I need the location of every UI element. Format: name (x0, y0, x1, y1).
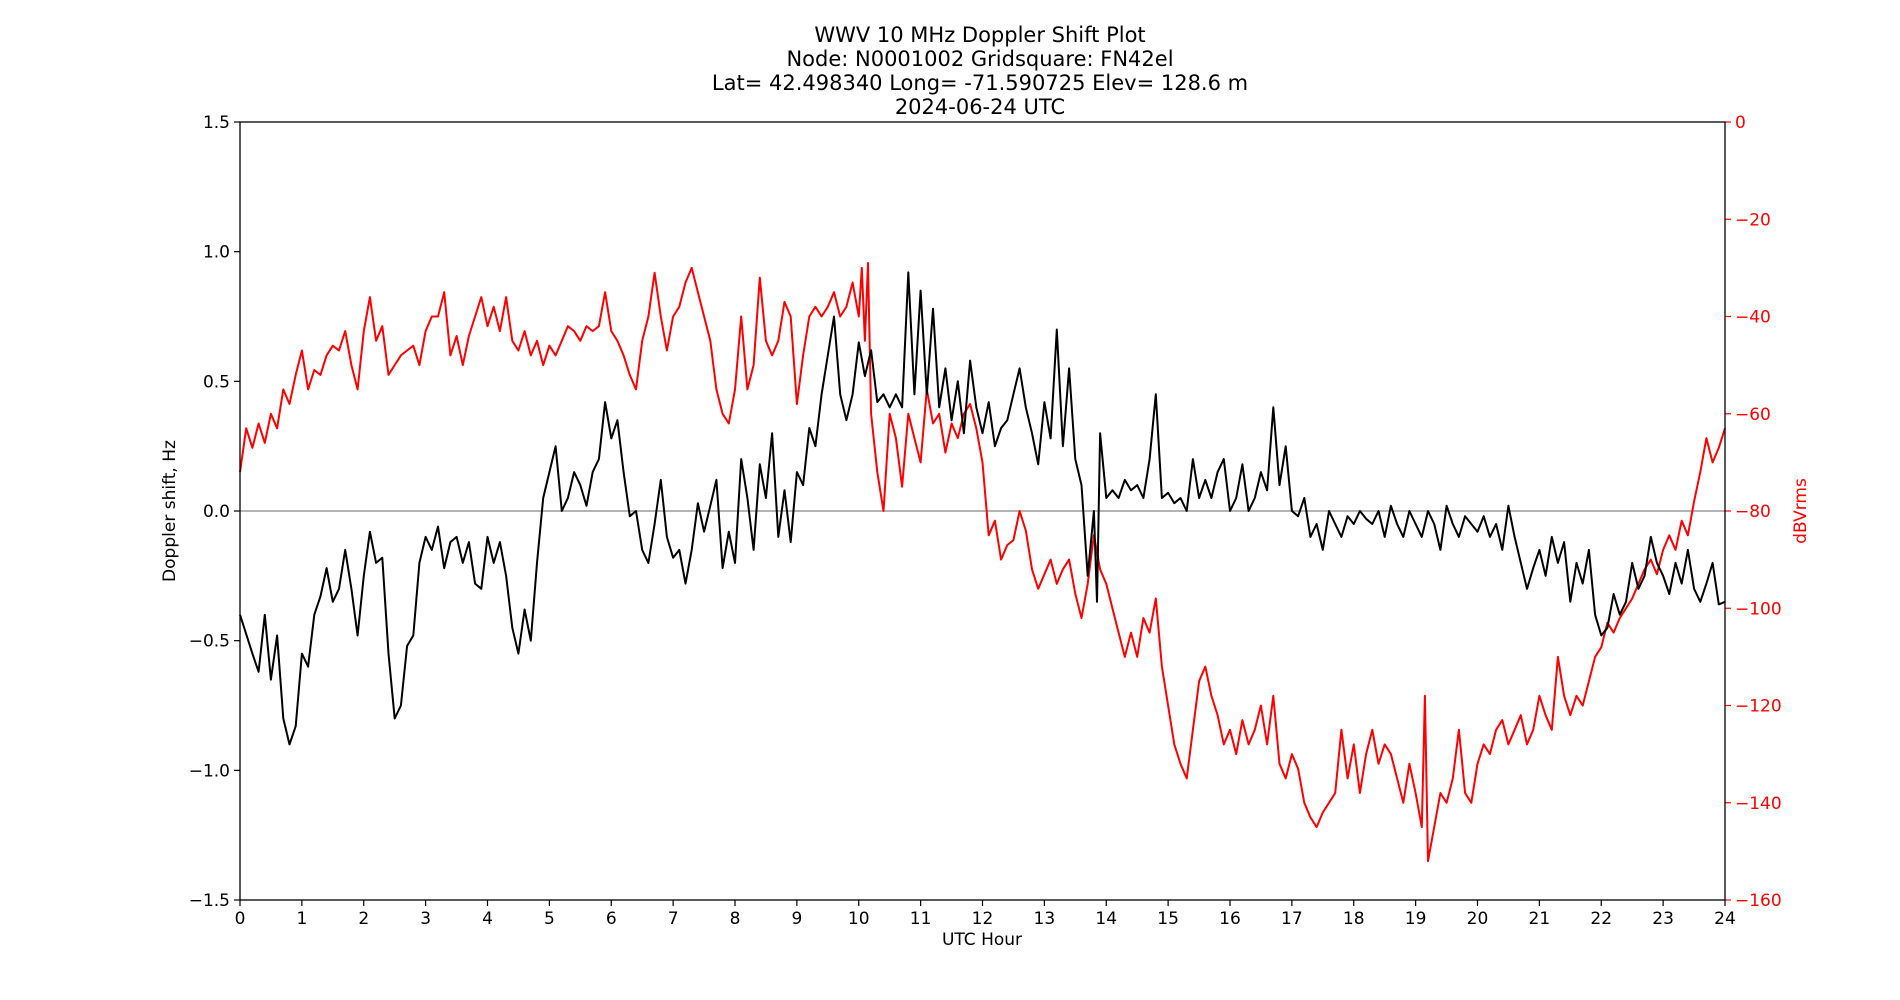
left-axis-label: Doppler shift, Hz (160, 440, 180, 582)
x-tick-label: 18 (1343, 909, 1365, 929)
right-tick-label: −80 (1735, 502, 1771, 522)
right-axis-ticks: 0 −20 −40 −60 −80 −100 −120 −140 −160 (1725, 113, 1782, 911)
x-tick-label: 2 (358, 909, 369, 929)
title-line-4: 2024-06-24 UTC (895, 95, 1065, 119)
x-tick-label: 16 (1219, 909, 1241, 929)
right-tick-label: −100 (1735, 599, 1782, 619)
left-tick-label: 0.0 (203, 502, 230, 522)
x-tick-label: 19 (1405, 909, 1427, 929)
x-tick-label: 17 (1281, 909, 1303, 929)
left-tick-label: −1.5 (189, 891, 230, 911)
x-tick-label: 13 (1034, 909, 1056, 929)
x-tick-label: 24 (1714, 909, 1736, 929)
left-tick-label: 1.0 (203, 243, 230, 263)
left-tick-label: 0.5 (203, 372, 230, 392)
power-series-line (239, 262, 1726, 863)
doppler-series-line (239, 271, 1726, 746)
x-tick-label: 3 (420, 909, 431, 929)
left-tick-label: −0.5 (189, 632, 230, 652)
x-tick-label: 20 (1467, 909, 1489, 929)
chart-marks (239, 262, 1726, 863)
title-line-2: Node: N0001002 Gridsquare: FN42el (786, 47, 1173, 71)
x-tick-label: 22 (1590, 909, 1612, 929)
x-tick-label: 5 (544, 909, 555, 929)
right-tick-label: −40 (1735, 308, 1771, 328)
x-tick-label: 4 (482, 909, 493, 929)
left-tick-label: 1.5 (203, 113, 230, 133)
x-axis-ticks: 0 1 2 3 4 5 6 7 8 9 10 11 12 13 14 15 16 17 18 19 20 21 22 23 24 (235, 900, 1736, 929)
x-tick-label: 11 (910, 909, 932, 929)
x-axis-label: UTC Hour (942, 930, 1022, 950)
right-tick-label: −20 (1735, 210, 1771, 230)
chart-title: WWV 10 MHz Doppler Shift Plot Node: N000… (712, 23, 1248, 119)
x-tick-label: 10 (848, 909, 870, 929)
right-tick-label: −160 (1735, 891, 1782, 911)
x-tick-label: 1 (296, 909, 307, 929)
x-tick-label: 12 (972, 909, 994, 929)
right-tick-label: 0 (1735, 113, 1746, 133)
right-tick-label: −140 (1735, 794, 1782, 814)
x-tick-label: 21 (1529, 909, 1551, 929)
x-tick-label: 23 (1652, 909, 1674, 929)
right-tick-label: −120 (1735, 697, 1782, 717)
title-line-3: Lat= 42.498340 Long= -71.590725 Elev= 12… (712, 71, 1248, 95)
x-tick-label: 6 (606, 909, 617, 929)
left-axis-ticks: 1.5 1.0 0.5 0.0 −0.5 −1.0 −1.5 (189, 113, 240, 911)
x-tick-label: 0 (235, 909, 246, 929)
x-tick-label: 15 (1157, 909, 1179, 929)
x-tick-label: 14 (1095, 909, 1117, 929)
right-axis-label: dBVrms (1791, 478, 1811, 544)
title-line-1: WWV 10 MHz Doppler Shift Plot (814, 23, 1145, 47)
x-tick-label: 7 (668, 909, 679, 929)
x-tick-label: 9 (791, 909, 802, 929)
x-tick-label: 8 (730, 909, 741, 929)
right-tick-label: −60 (1735, 405, 1771, 425)
left-tick-label: −1.0 (189, 761, 230, 781)
plot-frame (239, 121, 1726, 901)
